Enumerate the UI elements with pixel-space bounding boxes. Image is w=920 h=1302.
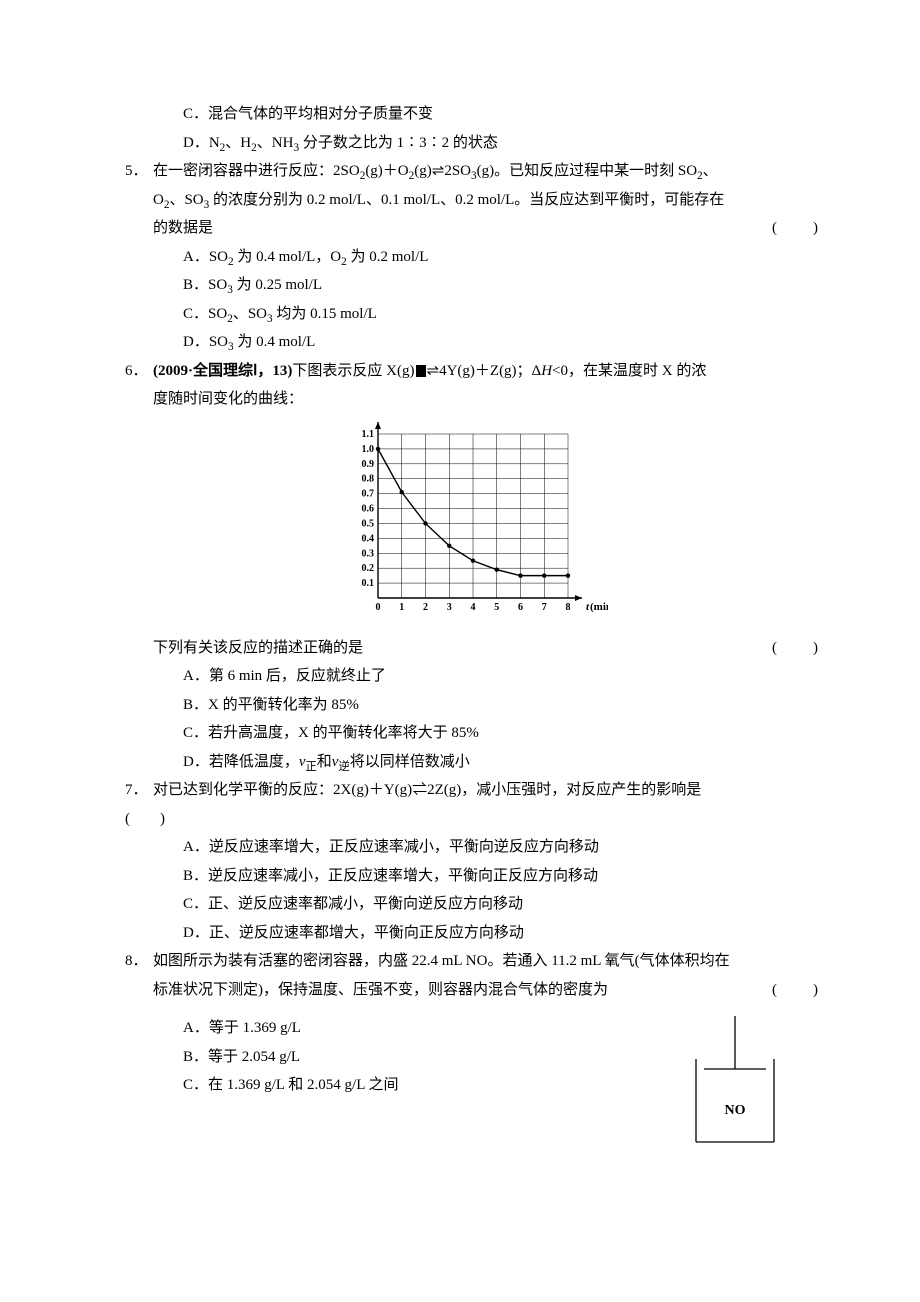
svg-text:8: 8 <box>565 602 570 613</box>
q7-optD: D．正、逆反应速率都增大，平衡向正反应方向移动 <box>183 919 820 948</box>
svg-text:0: 0 <box>375 602 380 613</box>
q6-chart: 0 1 2 3 4 5 6 7 8 0.1 0.2 0.3 0.4 0.5 0.6 0.7 0.8 0.9 1.0 1… <box>125 422 820 622</box>
q5-optC: C．SO2、SO3 均为 0.15 mol/L <box>183 300 820 329</box>
q7-stem: 对已达到化学平衡的反应：2X(g)＋Y(g)⇌2Z(g)，减小压强时，对反应产生… <box>153 776 820 805</box>
q6: 6． (2009·全国理综Ⅰ，13)下图表示反应 X(g)⇌4Y(g)＋Z(g)… <box>125 357 820 386</box>
q8-figure-svg: NO <box>680 1014 790 1144</box>
q6-chart-svg: 0 1 2 3 4 5 6 7 8 0.1 0.2 0.3 0.4 0.5 0.6 0.7 0.8 0.9 1.0 1… <box>338 422 608 622</box>
q6-paren: ( ) <box>772 634 820 663</box>
q5-optD: D．SO3 为 0.4 mol/L <box>183 328 820 357</box>
svg-text:NO: NO <box>725 1103 746 1118</box>
svg-text:0.8: 0.8 <box>361 473 374 484</box>
q5-num: 5． <box>125 157 153 186</box>
svg-text:0.6: 0.6 <box>361 503 374 514</box>
q6-num: 6． <box>125 357 153 386</box>
q8: 8． 如图所示为装有活塞的密闭容器，内盛 22.4 mL NO。若通入 11.2… <box>125 947 820 976</box>
q6-optC: C．若升高温度，X 的平衡转化率将大于 85% <box>183 719 820 748</box>
svg-text:1.0: 1.0 <box>361 443 374 454</box>
svg-text:0.1: 0.1 <box>361 578 374 589</box>
q5-line2: O2、SO3 的浓度分别为 0.2 mol/L、0.1 mol/L、0.2 mo… <box>153 186 820 215</box>
svg-text:0.9: 0.9 <box>361 458 374 469</box>
q6-source: (2009·全国理综Ⅰ，13) <box>153 363 292 379</box>
q6-optD: D．若降低温度，v正和v逆将以同样倍数减小 <box>183 748 820 777</box>
svg-text:2: 2 <box>423 602 428 613</box>
q7: 7． 对已达到化学平衡的反应：2X(g)＋Y(g)⇌2Z(g)，减小压强时，对反… <box>125 776 820 805</box>
svg-text:(mol/L): (mol/L) <box>392 422 428 423</box>
q7-paren: ( ) <box>125 811 165 827</box>
q5-stem: 在一密闭容器中进行反应：2SO2(g)＋O2(g)⇌2SO3(g)。已知反应过程… <box>153 157 820 186</box>
q5-paren: ( ) <box>772 214 820 243</box>
q8-stem2: 标准状况下测定)，保持温度、压强不变，则容器内混合气体的密度为 ( ) <box>153 976 820 1005</box>
q6-optB: B．X 的平衡转化率为 85% <box>183 691 820 720</box>
svg-text:c: c <box>386 422 391 423</box>
q6-optA: A．第 6 min 后，反应就终止了 <box>183 662 820 691</box>
page: C．混合气体的平均相对分子质量不变 D．N2、H2、NH3 分子数之比为 1∶3… <box>0 0 920 1302</box>
q8-figure: NO <box>680 1014 790 1155</box>
spacer <box>125 1004 820 1014</box>
svg-text:0.5: 0.5 <box>361 518 374 529</box>
q7-optB: B．逆反应速率减小，正反应速率增大，平衡向正反应方向移动 <box>183 862 820 891</box>
q8-stem1: 如图所示为装有活塞的密闭容器，内盛 22.4 mL NO。若通入 11.2 mL… <box>153 947 820 976</box>
svg-text:7: 7 <box>541 602 546 613</box>
q7-optC: C．正、逆反应速率都减小，平衡向逆反应方向移动 <box>183 890 820 919</box>
svg-text:5: 5 <box>494 602 499 613</box>
svg-text:0.4: 0.4 <box>361 533 374 544</box>
block-icon <box>416 365 426 377</box>
svg-text:6: 6 <box>518 602 523 613</box>
q5-optA: A．SO2 为 0.4 mol/L，O2 为 0.2 mol/L <box>183 243 820 272</box>
q5-optB: B．SO3 为 0.25 mol/L <box>183 271 820 300</box>
svg-text:4: 4 <box>470 602 475 613</box>
q6-line2: 度随时间变化的曲线： <box>153 385 820 414</box>
q5-line3: 的数据是 ( ) <box>153 214 820 243</box>
q8-paren: ( ) <box>772 976 820 1005</box>
svg-text:0.3: 0.3 <box>361 548 374 559</box>
q4-optD: D．N2、H2、NH3 分子数之比为 1∶3∶2 的状态 <box>183 129 820 158</box>
q7-paren-line: ( ) <box>125 805 820 834</box>
q4-optC: C．混合气体的平均相对分子质量不变 <box>183 100 820 129</box>
q7-num: 7． <box>125 776 153 805</box>
q7-optA: A．逆反应速率增大，正反应速率减小，平衡向逆反应方向移动 <box>183 833 820 862</box>
q6-stem: (2009·全国理综Ⅰ，13)下图表示反应 X(g)⇌4Y(g)＋Z(g)；ΔH… <box>153 357 820 386</box>
svg-text:(min): (min) <box>590 601 608 613</box>
svg-text:0.2: 0.2 <box>361 563 374 574</box>
q8-num: 8． <box>125 947 153 976</box>
q4-optC-text: C．混合气体的平均相对分子质量不变 <box>183 106 433 122</box>
svg-text:0.7: 0.7 <box>361 488 374 499</box>
svg-text:1: 1 <box>399 602 404 613</box>
svg-text:3: 3 <box>446 602 451 613</box>
q5: 5． 在一密闭容器中进行反应：2SO2(g)＋O2(g)⇌2SO3(g)。已知反… <box>125 157 820 186</box>
svg-text:1.1: 1.1 <box>361 429 374 440</box>
q6-after: 下列有关该反应的描述正确的是 ( ) <box>153 634 820 663</box>
